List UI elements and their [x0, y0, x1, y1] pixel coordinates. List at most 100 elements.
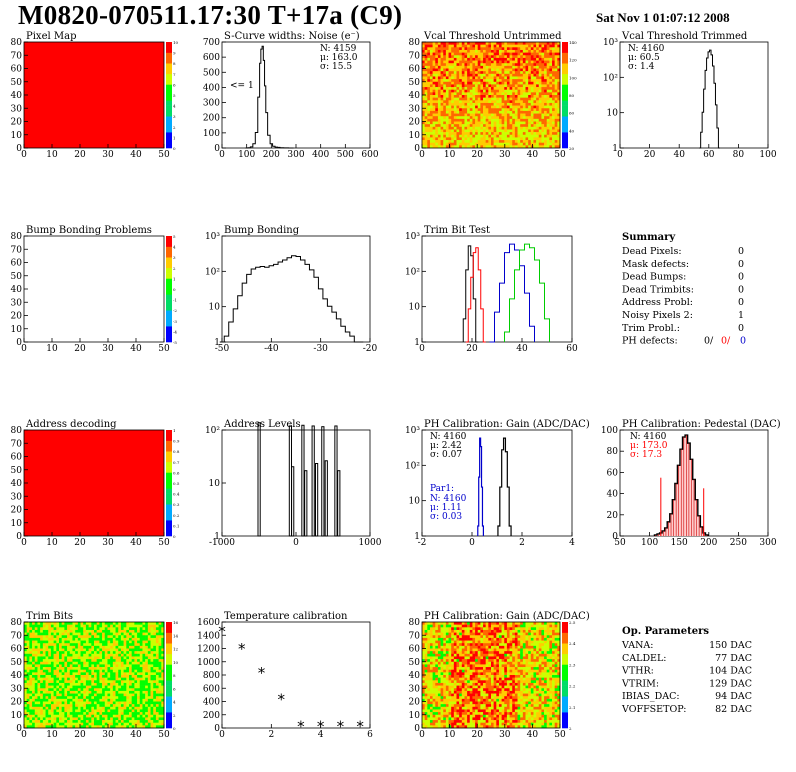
heatmap-cell: [514, 76, 518, 80]
heatmap-cell: [493, 52, 497, 56]
heatmap-cell: [520, 137, 524, 141]
y-tick-label: 20: [11, 698, 23, 708]
x-tick-label: 0: [219, 730, 225, 740]
heatmap-cell: [485, 76, 489, 80]
heatmap-cell: [88, 669, 92, 673]
heatmap-cell: [451, 142, 455, 146]
heatmap-cell: [61, 698, 65, 702]
heatmap-cell: [437, 648, 441, 652]
heatmap-cell: [459, 100, 463, 104]
heatmap-cell: [123, 696, 127, 700]
heatmap-cell: [488, 84, 492, 88]
heatmap-cell: [83, 637, 87, 641]
heatmap-cell: [469, 102, 473, 106]
heatmap-cell: [552, 108, 555, 112]
heatmap-cell: [129, 669, 132, 673]
heatmap-cell: [451, 49, 455, 53]
heatmap-cell: [427, 722, 431, 726]
heatmap-cell: [472, 63, 476, 67]
heatmap-cell: [26, 672, 30, 676]
heatmap-cell: [552, 60, 555, 64]
heatmap-cell: [427, 632, 431, 636]
heatmap-cell: [429, 118, 433, 122]
heatmap-cell: [145, 696, 149, 700]
heatmap-cell: [34, 682, 38, 686]
heatmap-cell: [467, 105, 471, 109]
heatmap-cell: [538, 49, 542, 53]
heatmap-cell: [427, 63, 431, 67]
heatmap-cell: [72, 690, 76, 694]
heatmap-cell: [91, 680, 95, 684]
heatmap-cell: [99, 706, 103, 710]
heatmap-cell: [145, 648, 149, 652]
heatmap-cell: [72, 706, 76, 710]
heatmap-cell: [32, 637, 36, 641]
heatmap-cell: [451, 52, 455, 56]
heatmap-cell: [472, 42, 476, 45]
heatmap-cell: [522, 105, 526, 109]
heatmap-cell: [50, 704, 54, 708]
heatmap-cell: [538, 129, 542, 133]
heatmap-cell: [488, 87, 492, 90]
heatmap-cell: [129, 717, 132, 721]
heatmap-cell: [517, 79, 521, 83]
heatmap-cell: [443, 140, 447, 143]
heatmap-cell: [83, 714, 87, 718]
heatmap-cell: [147, 698, 151, 702]
heatmap-cell: [469, 65, 473, 69]
heatmap-cell: [557, 108, 561, 112]
heatmap-cell: [102, 661, 106, 665]
heatmap-cell: [45, 632, 49, 636]
x-tick-label: 20: [644, 150, 656, 160]
heatmap-cell: [50, 640, 54, 644]
heatmap-cell: [59, 706, 62, 710]
heatmap-cell: [131, 622, 135, 625]
heatmap-cell: [525, 71, 529, 75]
heatmap-cell: [467, 87, 471, 90]
heatmap-cell: [493, 49, 497, 53]
y-tick-label: 10: [11, 131, 23, 141]
heatmap-cell: [451, 81, 455, 85]
y-tick-label: 10²: [405, 267, 420, 277]
heatmap-cell: [483, 108, 486, 112]
heatmap-cell: [533, 116, 537, 120]
heatmap-cell: [153, 648, 157, 652]
heatmap-cell: [67, 651, 71, 655]
heatmap-cell: [546, 81, 550, 85]
heatmap-cell: [552, 95, 555, 98]
scatter-point: *: [277, 691, 285, 709]
heatmap-cell: [131, 698, 135, 702]
heatmap-cell: [517, 145, 521, 149]
heatmap-cell: [522, 108, 526, 112]
heatmap-cell: [456, 137, 460, 141]
heatmap-cell: [115, 643, 119, 647]
heatmap-cell: [69, 624, 73, 628]
heatmap-cell: [557, 55, 561, 59]
heatmap-cell: [32, 661, 36, 665]
heatmap-cell: [522, 102, 526, 106]
heatmap-cell: [429, 65, 433, 69]
heatmap-cell: [107, 696, 111, 700]
heatmap-cell: [150, 682, 154, 686]
heatmap-cell: [522, 132, 526, 136]
heatmap-cell: [96, 622, 100, 625]
heatmap-cell: [48, 680, 52, 684]
heatmap-cell: [129, 656, 132, 660]
heatmap-cell: [64, 640, 68, 644]
palette-swatch: [166, 509, 172, 516]
heatmap-cell: [437, 645, 441, 649]
heatmap-cell: [533, 145, 537, 149]
heatmap-cell: [118, 643, 122, 647]
heatmap-cell: [480, 89, 484, 93]
heatmap-cell: [445, 47, 449, 51]
heatmap-cell: [491, 63, 494, 67]
heatmap-cell: [61, 656, 65, 660]
heatmap-cell: [491, 102, 494, 106]
heatmap-cell: [557, 42, 561, 45]
heatmap-cell: [504, 42, 508, 45]
heatmap-cell: [107, 722, 111, 726]
heatmap-cell: [96, 632, 100, 636]
heatmap-cell: [34, 693, 38, 697]
heatmap-cell: [126, 645, 130, 649]
heatmap-cell: [475, 68, 479, 72]
